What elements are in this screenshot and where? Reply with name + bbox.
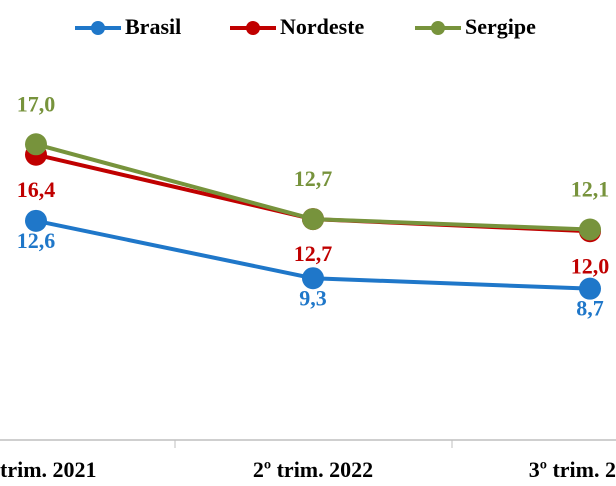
- data-label: 17,0: [17, 91, 56, 116]
- data-point: [302, 267, 324, 290]
- x-tick-label: trim. 2021: [0, 457, 97, 482]
- data-point: [579, 277, 601, 300]
- x-tick-label: 3º trim. 2: [529, 457, 616, 482]
- data-point: [25, 133, 47, 156]
- data-point: [579, 218, 601, 241]
- data-label: 12,7: [294, 166, 333, 191]
- x-tick-label: 2º trim. 2022: [253, 457, 373, 482]
- legend-marker: [431, 21, 445, 35]
- data-point: [25, 209, 47, 232]
- data-point: [302, 208, 324, 231]
- legend-label: Nordeste: [280, 14, 365, 39]
- legend-label: Sergipe: [465, 14, 536, 39]
- data-label: 8,7: [576, 296, 604, 321]
- data-label: 9,3: [299, 285, 327, 310]
- data-label: 12,7: [294, 241, 333, 266]
- data-label: 12,6: [17, 228, 56, 253]
- legend-marker: [91, 21, 105, 35]
- legend-marker: [246, 21, 260, 35]
- legend-label: Brasil: [125, 14, 181, 39]
- data-label: 12,0: [571, 253, 610, 278]
- data-label: 16,4: [17, 177, 56, 202]
- data-label: 12,1: [571, 177, 610, 202]
